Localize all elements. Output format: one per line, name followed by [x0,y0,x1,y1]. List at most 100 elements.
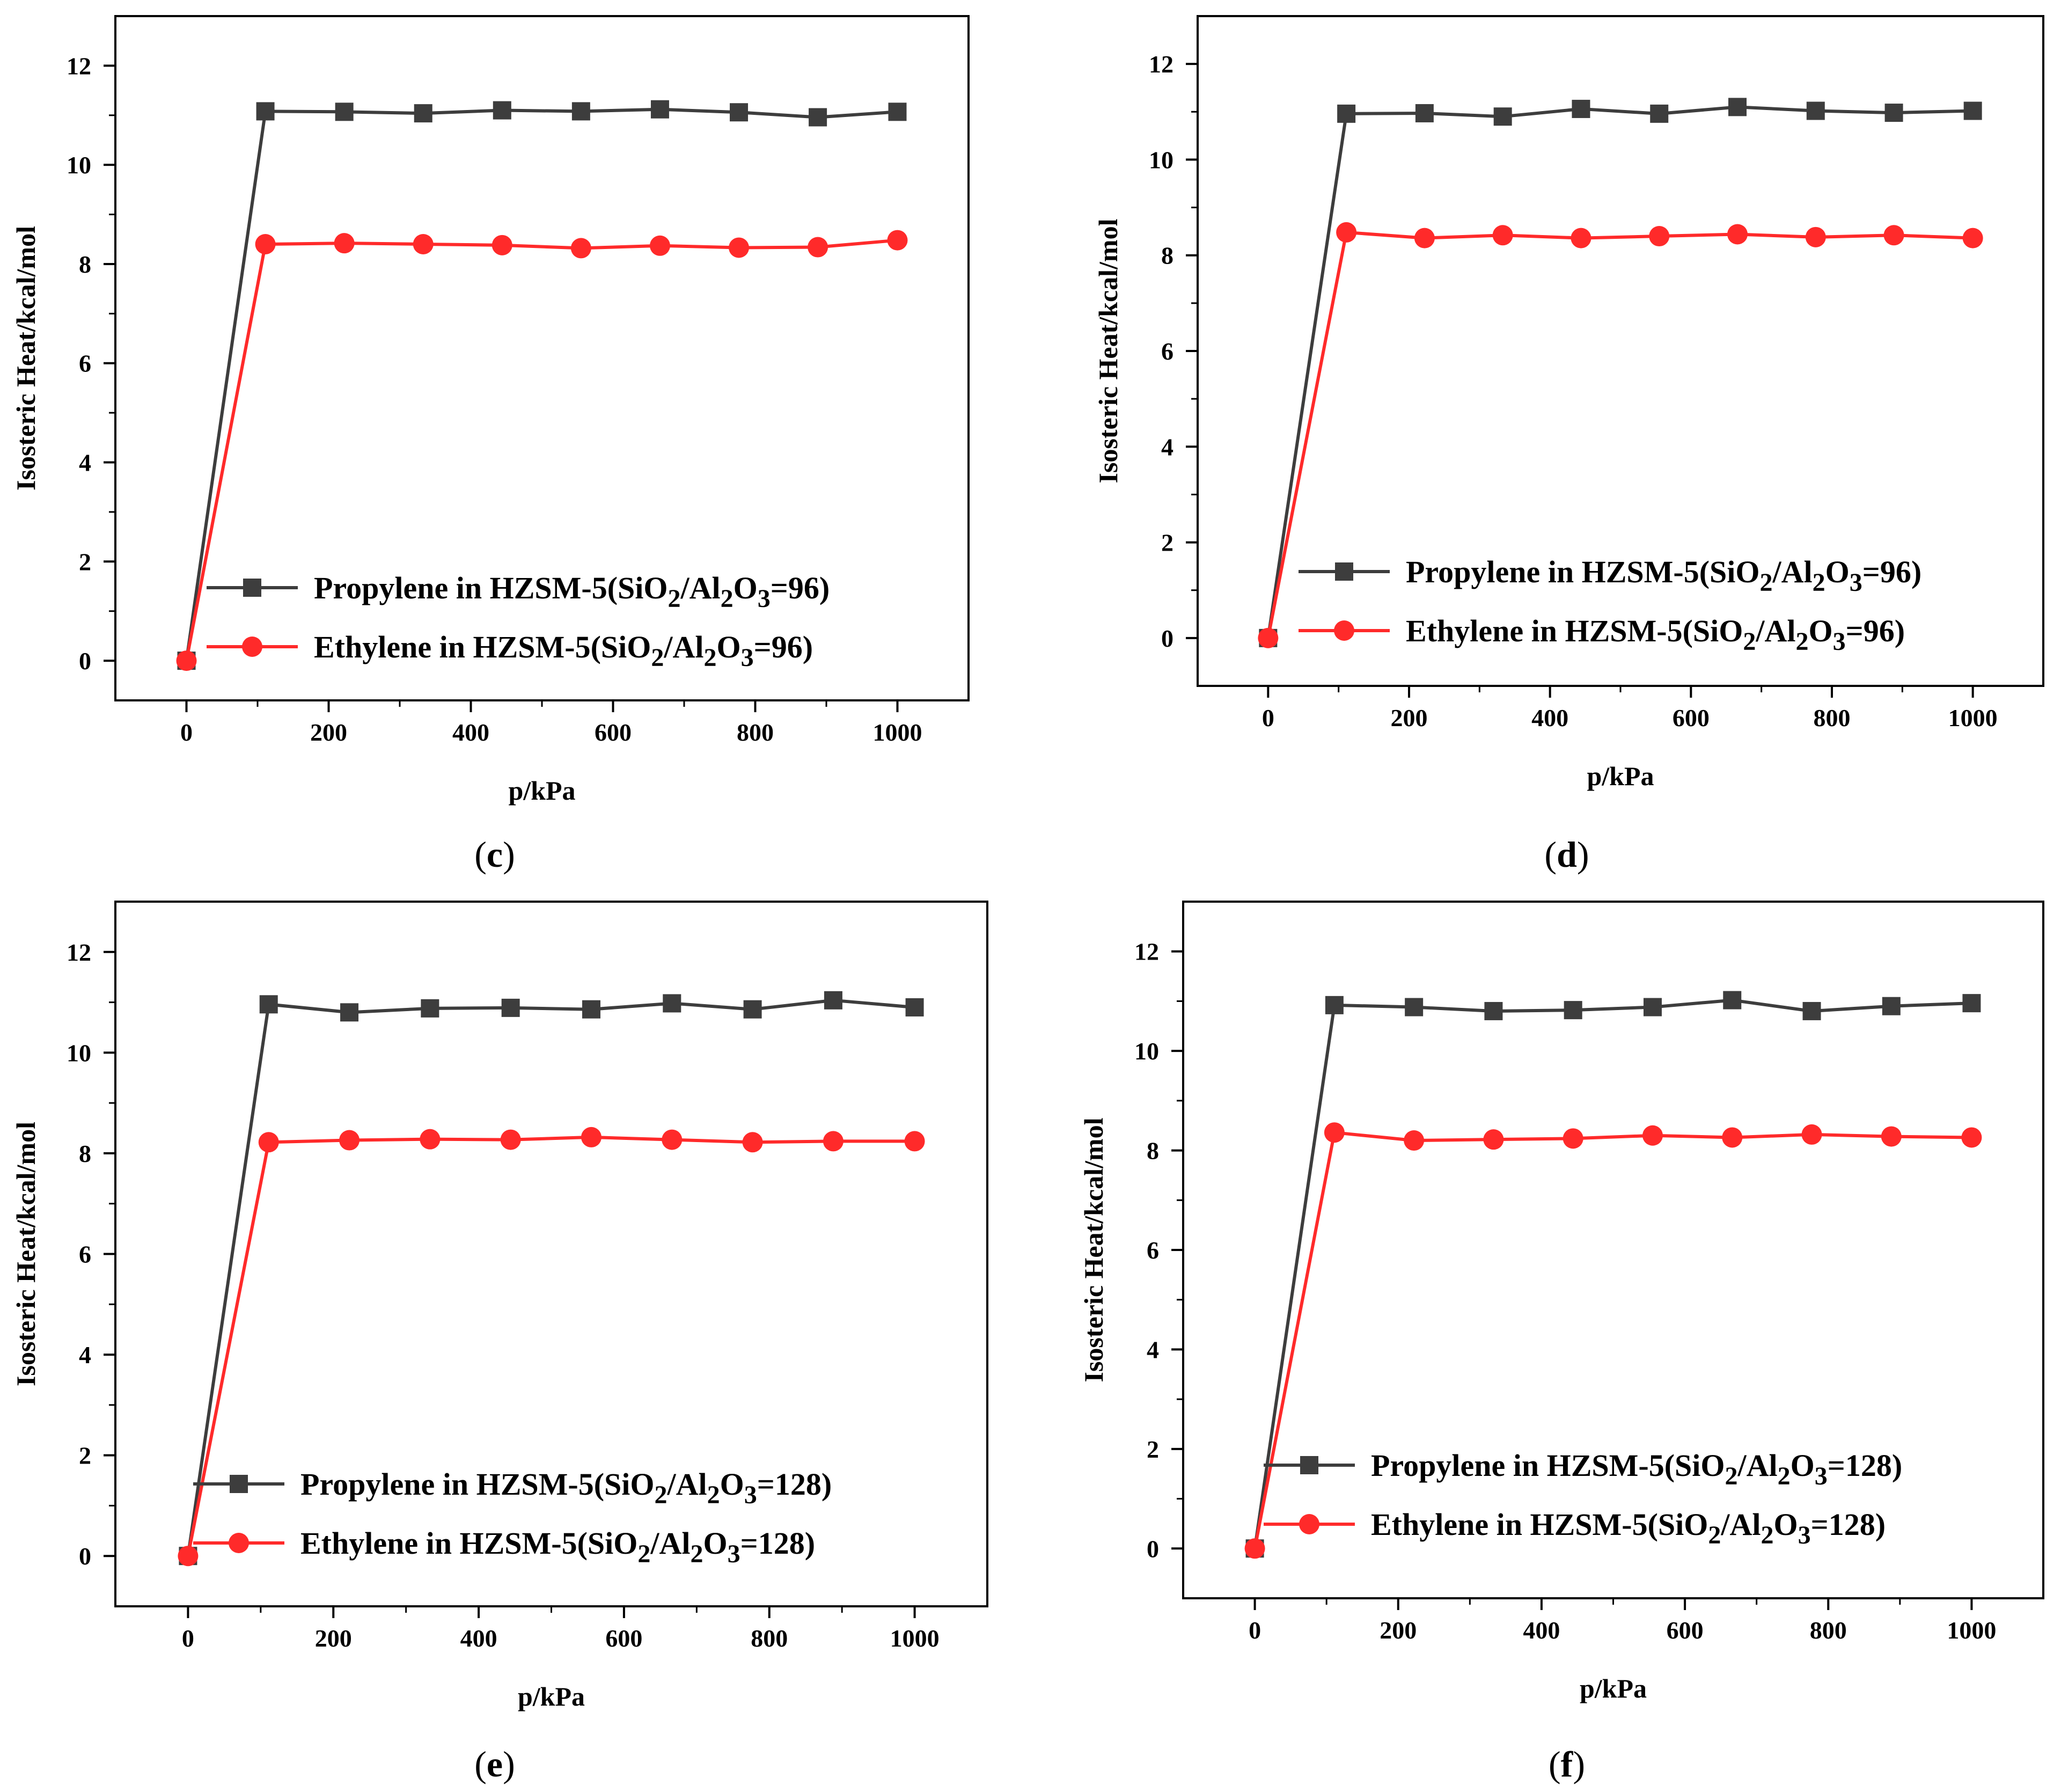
propylene-data-point [493,101,511,120]
y-tick-label: 8 [79,251,91,278]
propylene-data-point [1728,98,1747,116]
y-tick-label: 12 [1149,50,1173,78]
propylene-series-line [186,998,915,1556]
propylene-data-point [1572,99,1590,118]
propylene-data-point [730,103,749,122]
propylene-data-point [259,995,278,1014]
propylene-series-line [1253,998,1972,1549]
x-tick-label: 0 [180,719,193,746]
ethylene-data-point [1571,228,1591,248]
ethylene-data-point [334,233,355,254]
x-axis-label: p/kPa [518,1681,585,1711]
propylene-data-point [1325,996,1344,1014]
ethylene-data-point [1801,1124,1822,1145]
propylene-data-point [905,998,924,1016]
y-tick-label: 4 [1161,433,1173,460]
legend-square-marker [243,579,261,597]
x-tick-label: 400 [460,1625,497,1652]
legend-label: Ethylene in HZSM-5(SiO2/Al2O3=128) [300,1526,815,1568]
x-tick-label: 800 [1810,1617,1847,1644]
ethylene-data-point [413,234,434,254]
panel-caption: (d) [1544,834,1589,875]
propylene-data-point [1963,101,1982,120]
ethylene-data-point [1563,1128,1583,1149]
x-tick-label: 200 [1391,704,1428,732]
propylene-data-point [340,1003,359,1022]
y-tick-label: 0 [79,1542,91,1570]
chart-panel-e: 0 2 4 6 8 10 12 0 200 400 600 800 1000 p/kPa Isosteric… [11,901,988,1784]
y-tick-label: 6 [1147,1237,1159,1264]
x-tick-label: 600 [595,719,632,746]
x-tick-label: 400 [452,719,489,746]
ethylene-data-point [258,1132,279,1153]
ethylene-data-point [662,1129,683,1150]
ethylene-data-point [1881,1126,1902,1147]
propylene-data-point [1723,991,1742,1010]
chart-panel-c: 0 2 4 6 8 10 12 0 200 400 600 800 1000 p/kPa Isosteric… [11,15,970,875]
propylene-data-point [335,103,354,121]
propylene-series-line [185,107,898,661]
y-axis-label: Isosteric Heat/kcal/mol [11,226,41,491]
y-tick-label: 6 [79,1241,91,1268]
ethylene-data-point [649,235,670,256]
propylene-data-point [1493,107,1512,126]
y-tick-label: 6 [79,350,91,377]
y-tick-label: 8 [1161,242,1173,269]
propylene-data-point [650,100,669,119]
y-tick-label: 6 [1161,338,1173,365]
propylene-data-point [809,108,827,127]
chart-panel-d: 0 2 4 6 8 10 12 0 200 400 600 800 1000 p/kPa Isosteric… [1093,15,2044,875]
legend-label: Ethylene in HZSM-5(SiO2/Al2O3=128) [1371,1507,1886,1549]
x-tick-label: 0 [1249,1617,1261,1644]
x-tick-label: 200 [1380,1617,1417,1644]
y-tick-label: 2 [79,548,91,575]
x-tick-label: 0 [1262,704,1274,732]
x-tick-label: 400 [1531,704,1568,732]
ethylene-data-point [1483,1129,1504,1150]
x-tick-label: 800 [1814,704,1851,732]
ethylene-series-line [186,1135,915,1556]
propylene-data-point [1802,1001,1821,1020]
y-tick-label: 4 [1147,1336,1159,1363]
ethylene-data-point [904,1131,925,1152]
ethylene-data-point [1324,1122,1345,1143]
panel-caption: (f) [1549,1744,1585,1784]
ethylene-data-point [339,1130,360,1151]
ethylene-series-line [185,238,898,661]
propylene-data-point [743,1000,762,1019]
ethylene-data-point [887,230,908,251]
ethylene-data-point [823,1131,844,1152]
y-tick-label: 12 [1134,938,1159,966]
legend-square-marker [1335,562,1353,581]
y-tick-label: 4 [79,1341,91,1369]
y-axis-label: Isosteric Heat/kcal/mol [1079,1117,1109,1382]
legend-label: Propylene in HZSM-5(SiO2/Al2O3=96) [314,570,830,613]
ethylene-data-point [255,234,276,254]
y-tick-label: 2 [1147,1436,1159,1463]
propylene-data-point [1962,994,1981,1013]
propylene-data-point [501,998,520,1017]
ethylene-data-point [500,1129,521,1150]
ethylene-data-point [1961,1127,1982,1148]
ethylene-data-point [1727,224,1748,245]
y-tick-label: 10 [67,1039,91,1066]
propylene-data-point [1806,101,1825,120]
ethylene-data-point [1883,225,1904,246]
x-tick-label: 200 [315,1625,352,1652]
x-axis-label: p/kPa [1580,1673,1647,1703]
ethylene-data-point [1258,627,1279,648]
propylene-data-point [1484,1001,1503,1020]
y-tick-label: 2 [79,1442,91,1469]
propylene-data-point [582,1000,600,1019]
propylene-data-point [1643,998,1662,1016]
propylene-data-point [1564,1001,1582,1020]
ethylene-data-point [1805,226,1826,247]
x-tick-label: 400 [1523,1617,1560,1644]
y-tick-label: 0 [1161,625,1173,652]
propylene-data-point [1650,104,1669,123]
legend-label: Propylene in HZSM-5(SiO2/Al2O3=128) [1371,1448,1902,1490]
x-axis-label: p/kPa [508,776,575,806]
x-tick-label: 1000 [873,719,922,746]
ethylene-data-point [176,650,197,671]
ethylene-data-point [492,235,512,255]
